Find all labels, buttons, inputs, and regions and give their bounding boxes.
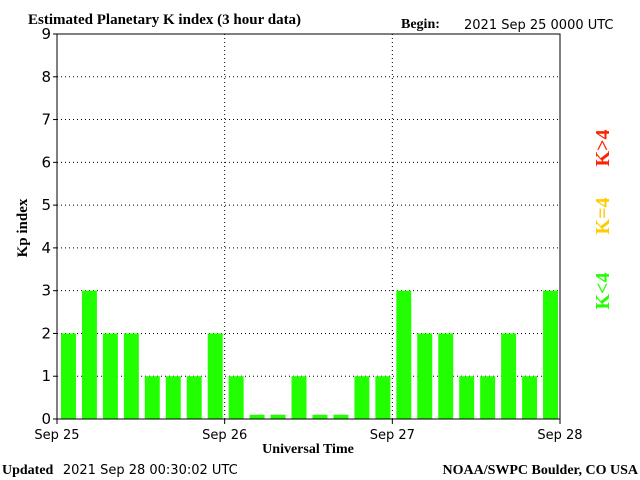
kp-bar [144,376,160,419]
plot-frame [56,33,561,420]
y-tick-label: 1 [41,367,51,385]
kp-bar [354,376,370,419]
updated-label: Updated [2,463,54,478]
updated-value: 2021 Sep 28 00:30:02 UTC [63,463,238,478]
kp-bar [61,333,76,419]
kp-bar [207,333,223,419]
kp-bar [375,376,391,419]
y-ticks: 0 1 2 3 4 5 6 7 8 9 [41,25,57,428]
kp-bar [438,333,454,419]
kp-bar [480,376,496,419]
kp-bar [165,376,181,419]
y-axis-label: Kp index [15,198,31,257]
y-tick-label: 6 [41,153,51,171]
bars [61,290,558,419]
x-axis-label: Universal Time [262,442,354,457]
y-tick-label: 0 [41,410,51,428]
kp-bar [522,376,538,419]
x-ticks: Sep 25 Sep 26 Sep 27 Sep 28 [34,419,583,443]
kp-bar [186,376,202,419]
begin-label: Begin: [401,17,440,32]
footer-credit: NOAA/SWPC Boulder, CO USA [442,463,638,478]
kp-bar [81,290,97,419]
y-tick-label: 9 [41,25,51,43]
grid [57,34,560,419]
kp-bar [501,333,517,419]
y-tick-label: 2 [41,324,51,342]
kp-bar [333,414,349,419]
x-tick-label: Sep 26 [202,428,247,443]
x-tick-label: Sep 27 [370,428,415,443]
x-tick-label: Sep 25 [34,428,79,443]
kp-bar [102,333,118,419]
y-tick-label: 8 [41,68,51,86]
y-tick-label: 7 [41,111,51,129]
kp-bar [417,333,433,419]
begin-value: 2021 Sep 25 0000 UTC [464,18,614,33]
x-tick-label: Sep 28 [537,428,582,443]
kp-bar [228,376,244,419]
kp-bar [396,290,412,419]
legend-high: K>4 [592,130,614,167]
legend-equal: K=4 [592,198,614,235]
chart-title: Estimated Planetary K index (3 hour data… [28,12,301,28]
y-tick-label: 3 [41,282,51,300]
y-tick-label: 4 [41,239,51,257]
kp-bar [249,414,265,419]
kp-bar [291,376,307,419]
kp-bar [459,376,475,419]
y-tick-label: 5 [41,196,51,214]
footer-updated: Updated 2021 Sep 28 00:30:02 UTC [2,463,238,478]
kp-bar [543,290,558,419]
kp-bar [312,414,328,419]
legend-low: K<4 [592,273,614,310]
kp-bar [123,333,139,419]
kp-bar [270,414,286,419]
